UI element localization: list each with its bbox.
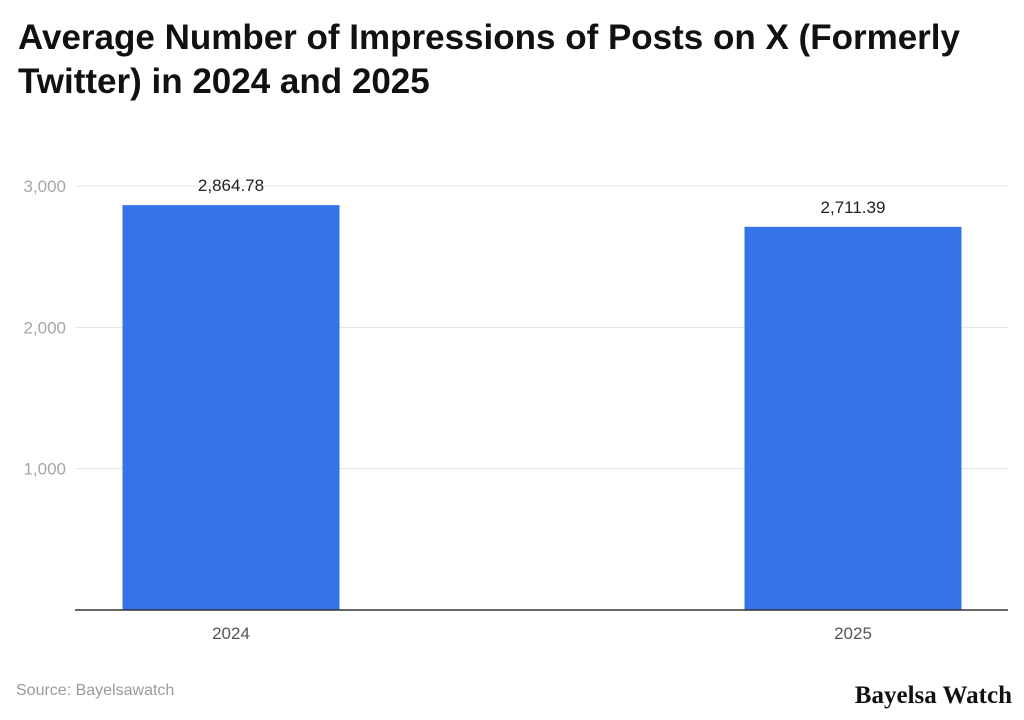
data-label: 2,711.39 bbox=[821, 198, 886, 217]
x-axis-ticks: 2024 2025 bbox=[212, 624, 872, 643]
data-labels: 2,864.78 2,711.39 bbox=[198, 176, 886, 217]
brand-logo: Bayelsa Watch bbox=[854, 682, 1012, 709]
x-tick-label: 2024 bbox=[212, 624, 250, 643]
data-label: 2,864.78 bbox=[198, 176, 264, 195]
source-note: Source: Bayelsawatch bbox=[16, 682, 175, 699]
x-tick-label: 2025 bbox=[834, 624, 872, 643]
bar-2024 bbox=[122, 205, 340, 611]
y-axis-ticks: 1,000 2,000 3,000 bbox=[23, 177, 66, 479]
y-tick-label: 3,000 bbox=[23, 177, 66, 196]
y-tick-label: 1,000 bbox=[23, 460, 66, 479]
bars bbox=[122, 205, 962, 611]
bar-2025 bbox=[744, 226, 962, 610]
y-tick-label: 2,000 bbox=[23, 318, 66, 337]
chart-title: Average Number of Impressions of Posts o… bbox=[18, 18, 960, 101]
